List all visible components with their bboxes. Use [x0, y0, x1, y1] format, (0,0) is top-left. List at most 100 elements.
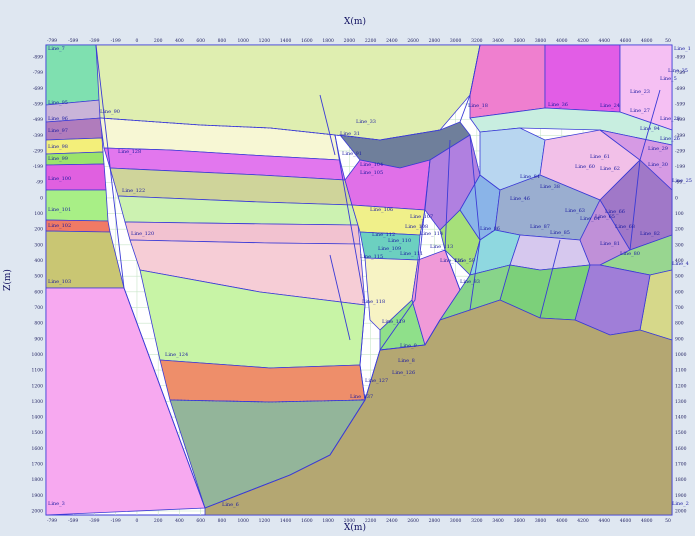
line-label[interactable]: Line_87 — [530, 224, 550, 230]
line-label[interactable]: Line_64 — [580, 216, 600, 222]
unit-left-top-green[interactable] — [46, 45, 101, 106]
line-label[interactable]: Line_35 — [668, 68, 688, 74]
line-label[interactable]: Line_122 — [122, 188, 145, 194]
fault-zone-2[interactable] — [444, 139, 461, 291]
borehole-3[interactable] — [629, 89, 661, 251]
line-label[interactable]: Line_63 — [565, 208, 585, 214]
line-label[interactable]: Line_124 — [165, 352, 188, 358]
line-label[interactable]: Line_68 — [615, 224, 635, 230]
line-label[interactable]: Line_25 — [672, 178, 692, 184]
line-label[interactable]: Line_127 — [365, 378, 388, 384]
line-label[interactable]: Line_105 — [360, 170, 383, 176]
line-label[interactable]: Line_84 — [520, 174, 540, 180]
line-label[interactable]: Line_113 — [430, 244, 453, 250]
line-label[interactable]: Line_9 — [400, 343, 417, 349]
line-label[interactable]: Line_91 — [342, 151, 362, 157]
line-label[interactable]: Line_80 — [620, 251, 640, 257]
line-label[interactable]: Line_94 — [640, 126, 660, 132]
line-label[interactable]: Line_137 — [350, 394, 373, 400]
basement-contact[interactable] — [204, 319, 441, 509]
line-label[interactable]: Line_26 — [660, 136, 680, 142]
line-label[interactable]: Line_119 — [382, 319, 405, 325]
borehole-2[interactable] — [329, 254, 351, 341]
line-label[interactable]: Line_98 — [48, 144, 68, 150]
line-label[interactable]: Line_61 — [590, 154, 610, 160]
line-label[interactable]: Line_106 — [370, 207, 393, 213]
line-label[interactable]: Line_118 — [362, 299, 385, 305]
unit-magenta-wedge[interactable] — [344, 159, 431, 211]
line-label[interactable]: Line_97 — [48, 128, 68, 134]
line-label[interactable]: Line_101 — [48, 207, 71, 213]
line-label[interactable]: Line_65 — [595, 214, 615, 220]
line-label[interactable]: Line_28 — [660, 116, 680, 122]
borehole-1[interactable] — [319, 94, 336, 156]
x-tick-label: 50 — [665, 38, 671, 44]
line-label[interactable]: Line_115 — [360, 254, 383, 260]
line-label[interactable]: Line_111 — [400, 251, 423, 257]
line-label[interactable]: Line_62 — [600, 166, 620, 172]
line-label[interactable]: Line_116 — [440, 258, 463, 264]
line-label[interactable]: Line_90 — [100, 109, 120, 115]
line-label[interactable]: Line_3 — [48, 501, 65, 507]
horizon-top[interactable] — [99, 117, 441, 141]
fault-zone-1[interactable] — [379, 159, 431, 351]
line-label[interactable]: Line_27 — [630, 108, 650, 114]
line-label[interactable]: Line_128 — [118, 149, 141, 155]
y-tick-label: -599 — [33, 101, 43, 107]
line-label[interactable]: Line_33 — [356, 119, 376, 125]
line-label[interactable]: Line_102 — [48, 223, 71, 229]
line-label[interactable]: Line_36 — [548, 102, 568, 108]
fault-upper-right[interactable] — [459, 45, 481, 123]
line-label[interactable]: Line_30 — [648, 162, 668, 168]
fault-left[interactable] — [95, 45, 206, 509]
line-label[interactable]: Line_99 — [48, 156, 68, 162]
line-label[interactable]: Line_109 — [378, 246, 401, 252]
line-label[interactable]: Line_46 — [510, 196, 530, 202]
fault-right-1[interactable] — [539, 239, 561, 319]
line-label[interactable]: Line_110 — [388, 238, 411, 244]
line-label[interactable]: Line_2 — [672, 501, 689, 507]
line-label[interactable]: Line_1 — [674, 46, 691, 52]
y-tick-label: -699 — [33, 86, 43, 92]
line-label[interactable]: Line_83 — [460, 279, 480, 285]
line-label[interactable]: Line_114 — [420, 231, 443, 237]
line-label[interactable]: Line_24 — [600, 103, 620, 109]
line-label[interactable]: Line_81 — [600, 241, 620, 247]
unit-right-pink-3[interactable] — [619, 45, 672, 131]
line-label[interactable]: Line_31 — [340, 131, 360, 137]
line-label[interactable]: Line_4 — [672, 261, 689, 267]
line-label[interactable]: Line_59 — [455, 258, 475, 264]
line-label[interactable]: Line_29 — [648, 146, 668, 152]
line-label[interactable]: Line_82 — [640, 231, 660, 237]
line-label[interactable]: Line_103 — [48, 279, 71, 285]
fault-zone-3[interactable] — [469, 134, 481, 311]
line-label[interactable]: Line_5 — [660, 76, 677, 82]
line-label[interactable]: Line_23 — [630, 89, 650, 95]
line-label[interactable]: Line_107 — [410, 214, 433, 220]
line-label[interactable]: Line_126 — [392, 370, 415, 376]
line-label[interactable]: Line_100 — [48, 176, 71, 182]
line-label[interactable]: Line_120 — [131, 231, 154, 237]
line-label[interactable]: Line_95 — [48, 100, 68, 106]
unit-right-lavender[interactable] — [509, 234, 591, 271]
fault-middle[interactable] — [334, 134, 366, 401]
x-tick-label: 3600 — [514, 518, 526, 524]
line-label[interactable]: Line_96 — [48, 116, 68, 122]
line-label[interactable]: Line_112 — [372, 232, 395, 238]
line-label[interactable]: Line_66 — [605, 209, 625, 215]
line-label[interactable]: Line_60 — [575, 164, 595, 170]
line-label[interactable]: Line_8 — [398, 358, 415, 364]
unit-right-violet[interactable] — [599, 129, 672, 191]
line-label[interactable]: Line_38 — [540, 184, 560, 190]
line-label[interactable]: Line_108 — [405, 224, 428, 230]
line-label[interactable]: Line_85 — [550, 230, 570, 236]
line-label[interactable]: Line_18 — [468, 103, 488, 109]
x-tick-label: 1600 — [301, 518, 313, 524]
line-label[interactable]: Line_86 — [480, 226, 500, 232]
line-label[interactable]: Line_104 — [360, 162, 383, 168]
y-tick-label: 600 — [675, 289, 684, 295]
unit-left-lightgreen[interactable] — [46, 189, 109, 222]
line-label[interactable]: Line_7 — [48, 46, 65, 52]
line-label[interactable]: Line_6 — [222, 502, 239, 508]
